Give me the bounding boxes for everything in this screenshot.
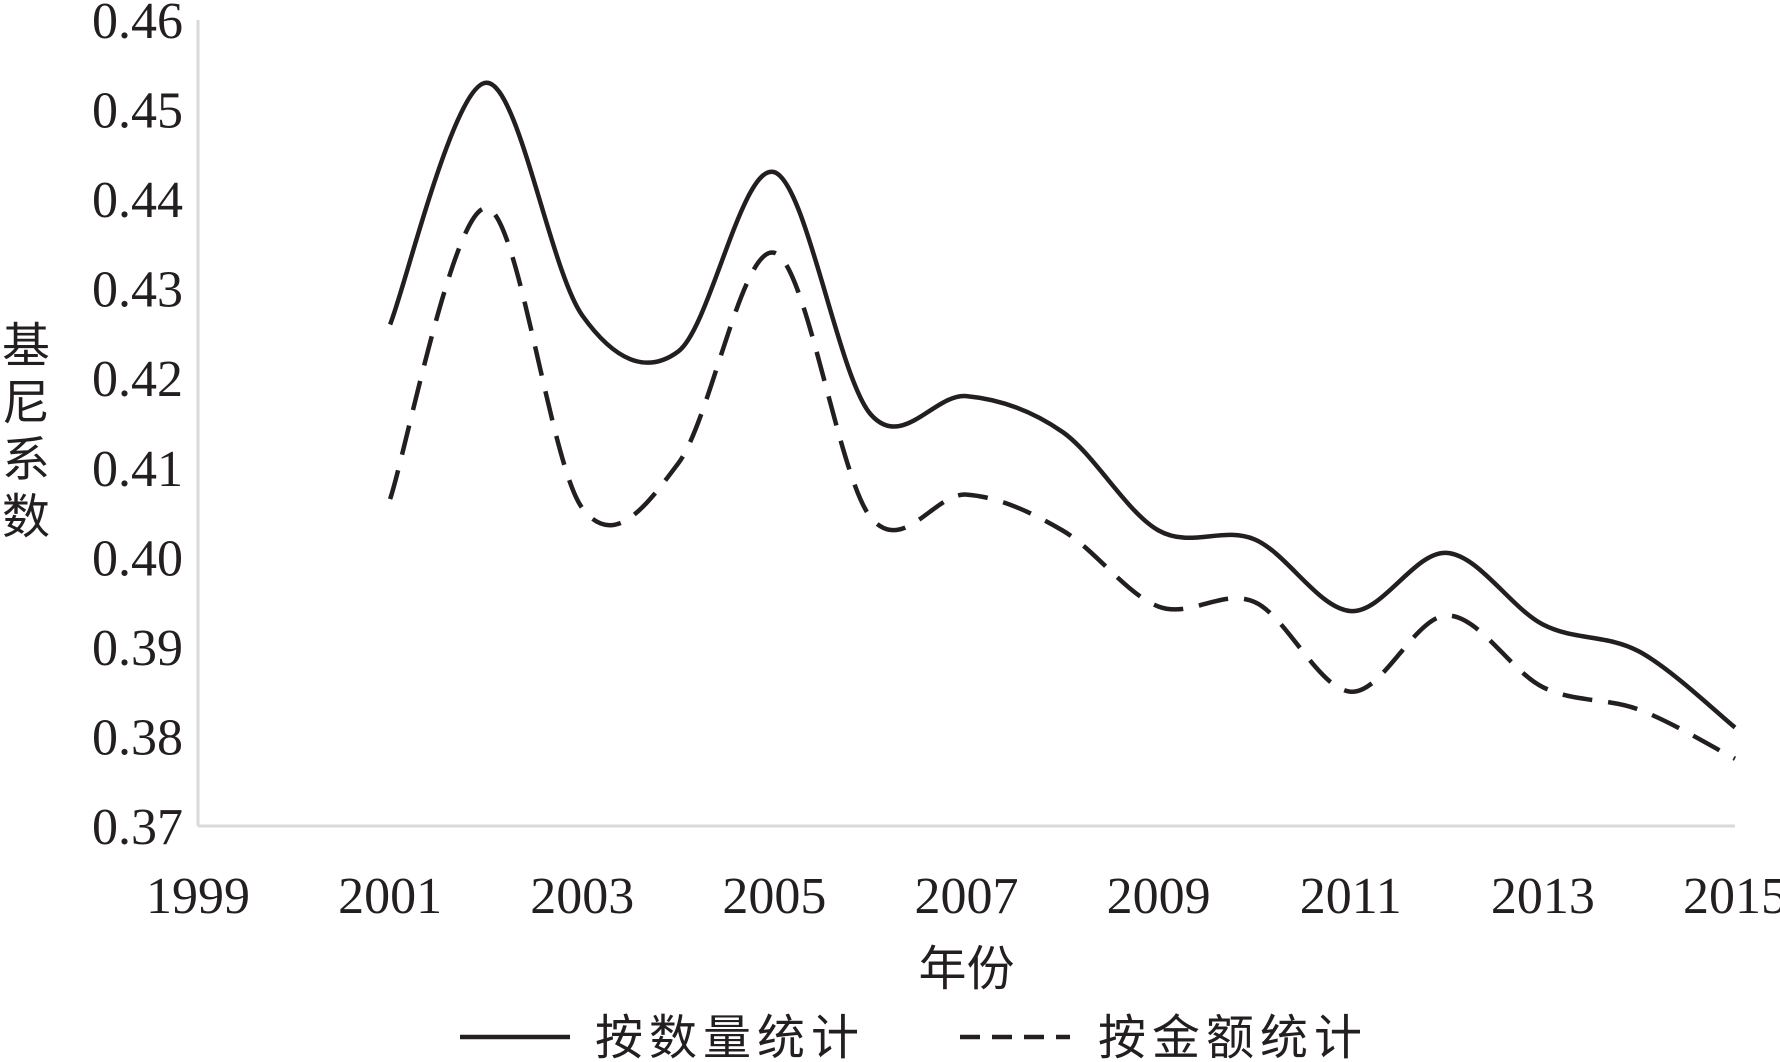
y-tick-label: 0.38 (92, 709, 183, 766)
series-lines (387, 80, 1737, 761)
series-line-2 (387, 205, 1737, 761)
legend-label-2: 按金额统计 (1098, 1010, 1368, 1062)
x-tick-labels: 1999 2001 2003 2005 2007 2009 2011 2013 2015 (146, 868, 1780, 925)
x-tick-label: 2015 (1683, 868, 1780, 925)
series-line-1 (388, 80, 1737, 730)
y-tick-label: 0.46 (92, 0, 183, 50)
y-tick-label: 0.41 (92, 441, 183, 498)
y-tick-labels: 0.37 0.38 0.39 0.40 0.41 0.42 0.43 0.44 0.45 0.46 (92, 0, 183, 856)
x-tick-label: 2005 (722, 868, 826, 925)
x-tick-label: 2009 (1107, 868, 1211, 925)
y-tick-label: 0.40 (92, 530, 183, 587)
x-tick-label: 2001 (338, 868, 442, 925)
y-tick-label: 0.37 (92, 799, 183, 856)
y-tick-label: 0.45 (92, 83, 183, 140)
x-axis-title: 年份 (918, 941, 1014, 997)
x-tick-label: 1999 (146, 868, 250, 925)
y-tick-label: 0.42 (92, 351, 183, 408)
legend-label-1: 按数量统计 (595, 1010, 865, 1062)
x-tick-label: 2007 (915, 868, 1019, 925)
x-tick-label: 2013 (1491, 868, 1595, 925)
y-tick-label: 0.44 (92, 172, 183, 229)
legend: 按数量统计 按金额统计 (460, 1010, 1368, 1062)
x-tick-label: 2003 (530, 868, 634, 925)
axes (196, 20, 1735, 828)
y-axis-title-text: 基尼系数 (2, 318, 50, 545)
y-tick-label: 0.39 (92, 620, 183, 677)
x-tick-label: 2011 (1300, 868, 1402, 925)
y-axis-title: 基尼系数 (2, 318, 50, 545)
y-tick-label: 0.43 (92, 262, 183, 319)
